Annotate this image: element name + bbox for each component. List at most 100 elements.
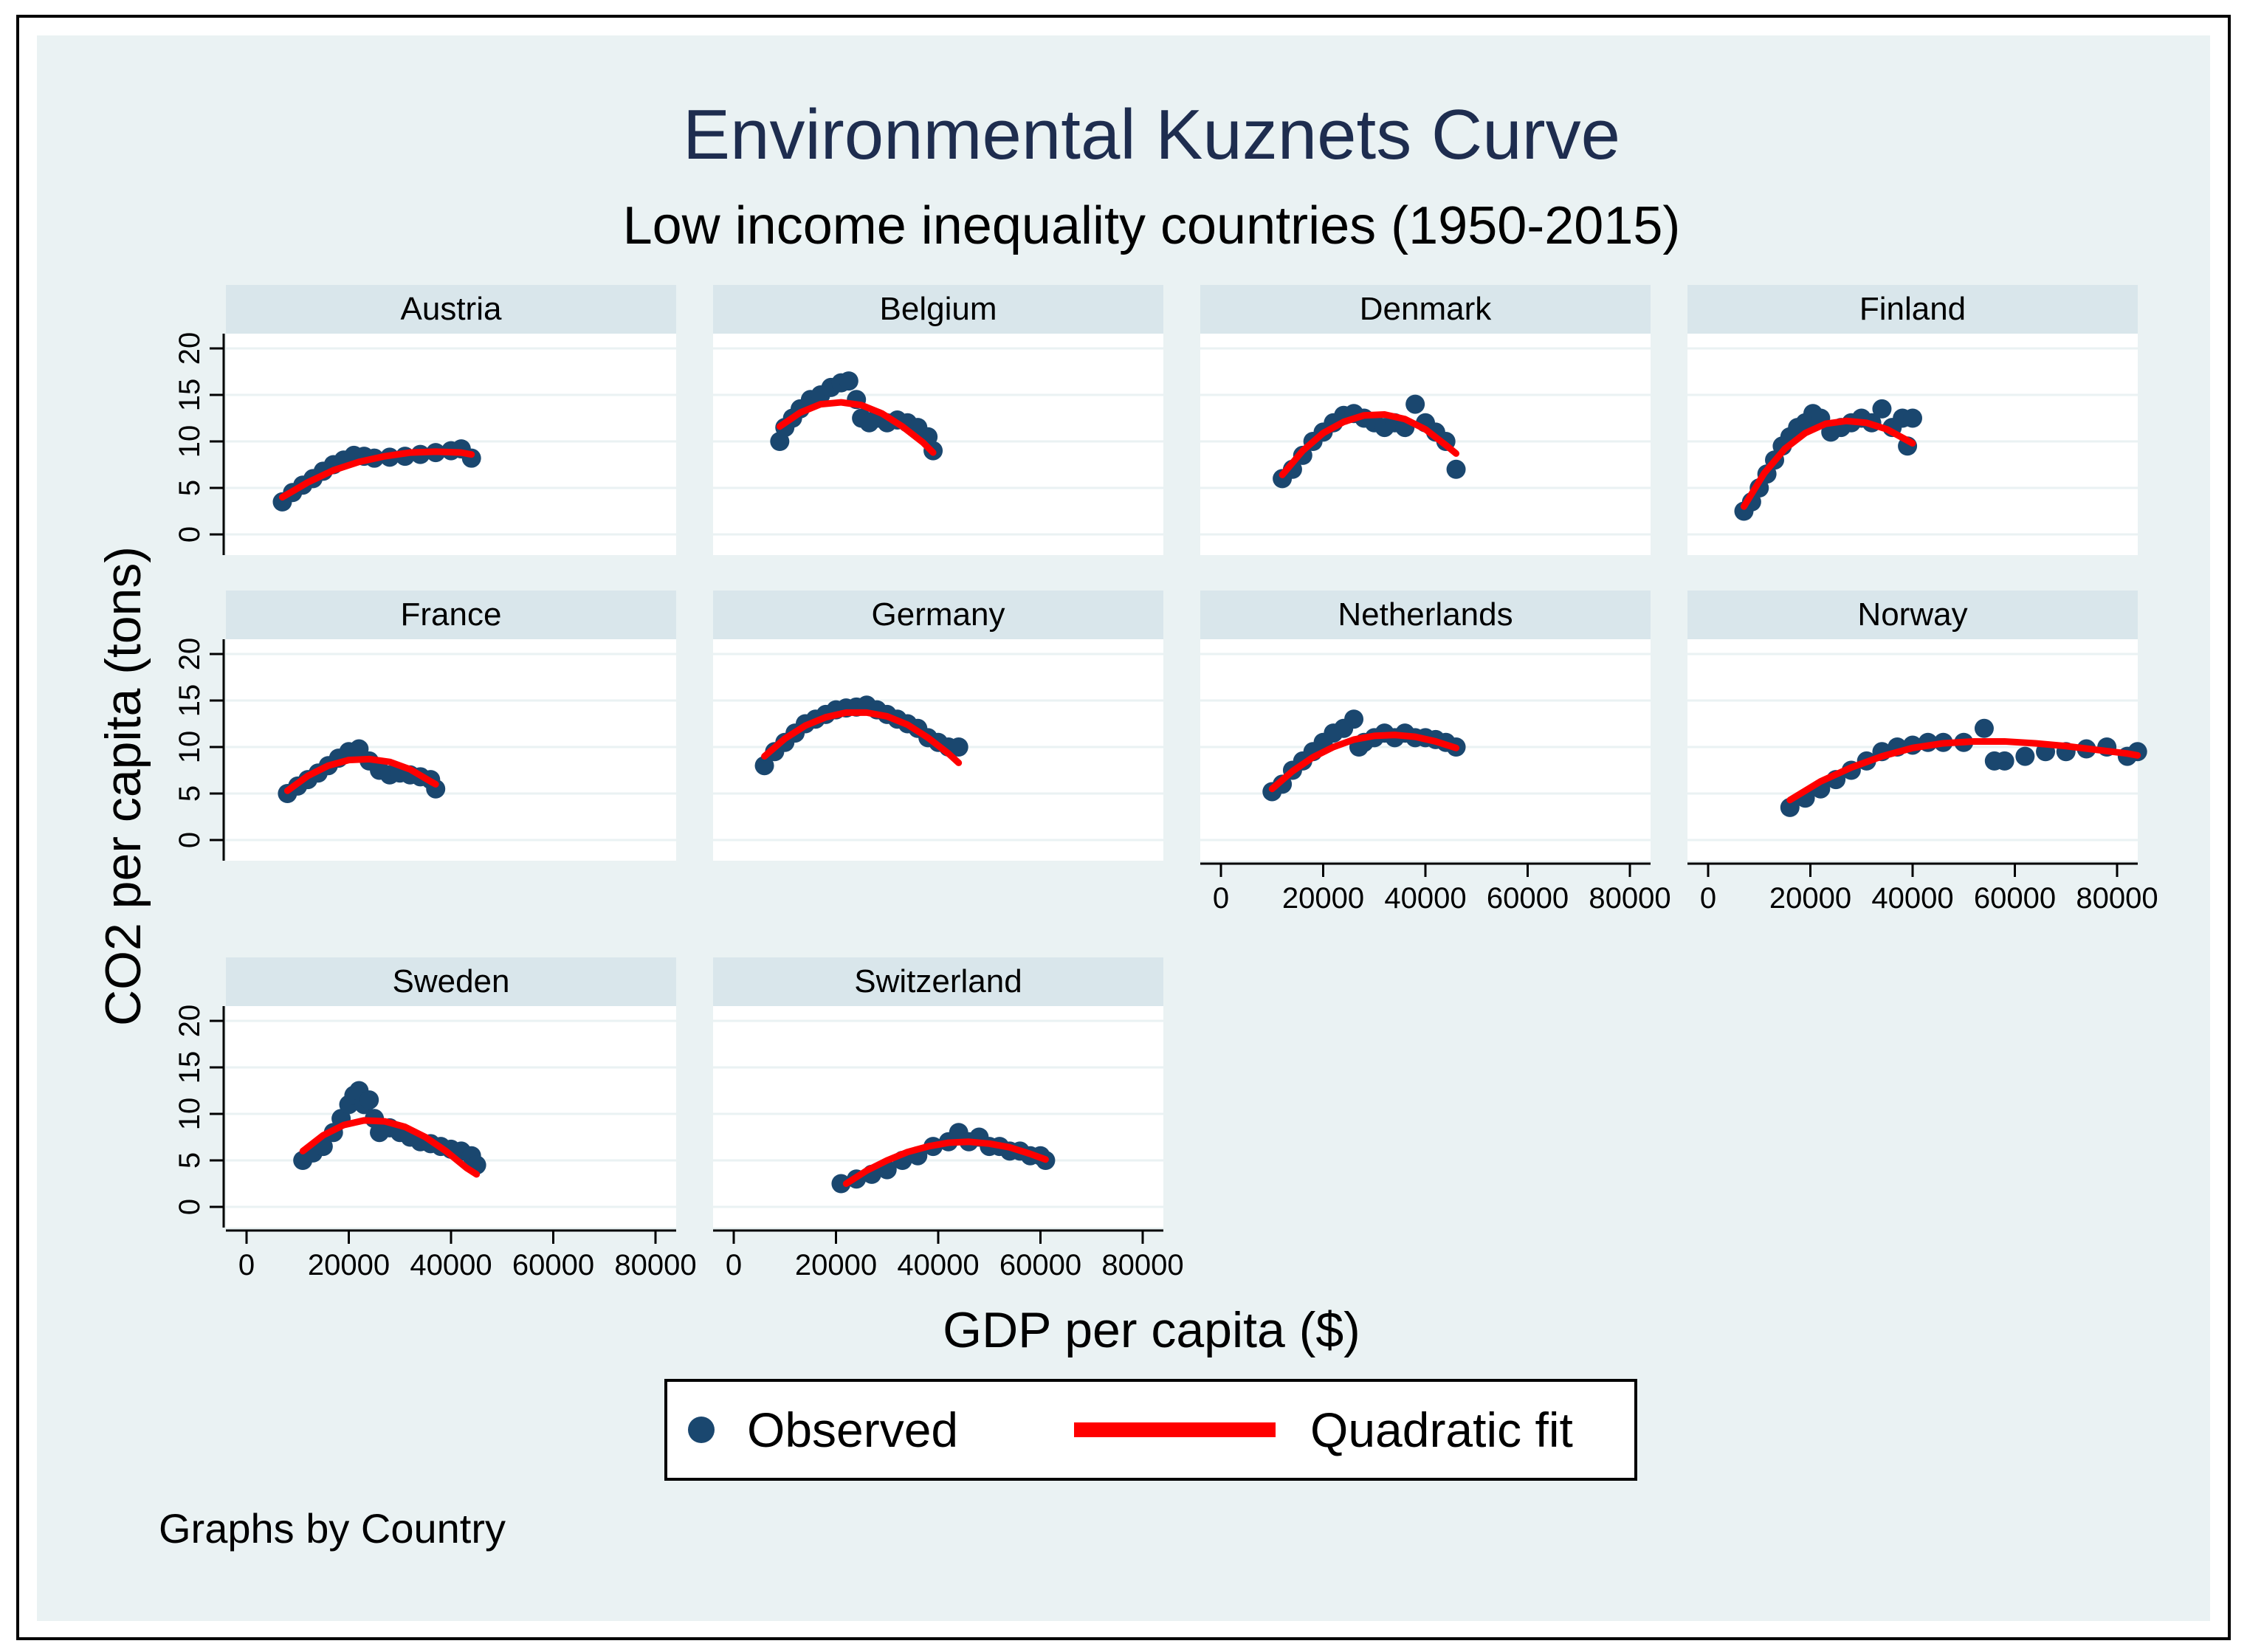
x-tick-label-switzerland-0: 0: [726, 1249, 742, 1281]
panel-title-norway: Norway: [1857, 596, 1967, 633]
y-tick-label-austria-0: 0: [173, 526, 206, 543]
x-axis-label: GDP per capita ($): [943, 1302, 1360, 1358]
panel-title-france: France: [401, 596, 502, 633]
fit-line-france: [283, 755, 439, 794]
panel-finland: Finland: [1687, 285, 2138, 555]
panel-belgium: Belgium: [713, 285, 1163, 555]
panel-header-switzerland: [713, 957, 1163, 1006]
panel-header-sweden: [226, 957, 676, 1006]
point-germany-19: [949, 737, 968, 757]
panel-denmark: Denmark: [1200, 285, 1651, 555]
y-tick-label-austria-20: 20: [173, 332, 206, 365]
panel-header-netherlands: [1200, 591, 1651, 639]
legend-observed-marker: [688, 1417, 715, 1443]
fit-line-denmark: [1279, 410, 1460, 478]
x-tick-label-norway-0: 0: [1700, 882, 1716, 915]
panel-title-denmark: Denmark: [1360, 291, 1492, 327]
point-sweden-9: [359, 1090, 379, 1110]
fit-line-austria: [278, 448, 475, 501]
point-norway-0: [1780, 797, 1800, 817]
x-tick-label-sweden-80000: 80000: [614, 1249, 696, 1281]
x-tick-label-netherlands-0: 0: [1213, 882, 1229, 915]
chart-subtitle: Low income inequality countries (1950-20…: [623, 196, 1681, 255]
panel-norway: Norway 0 20000 40000 60000 80000: [1687, 591, 2158, 915]
y-axis-label: CO2 per capita (tons): [95, 546, 151, 1026]
panel-switzerland: Switzerland 0 20000 40000 60000 80000: [713, 957, 1184, 1281]
panel-title-germany: Germany: [872, 596, 1005, 633]
point-finland-16: [1872, 399, 1892, 419]
y-tick-label-austria-15: 15: [173, 379, 206, 412]
x-tick-label-switzerland-80000: 80000: [1101, 1249, 1183, 1281]
panel-title-austria: Austria: [401, 291, 502, 327]
panel-title-switzerland: Switzerland: [854, 963, 1022, 999]
fit-line-norway: [1786, 737, 2141, 804]
x-tick-label-sweden-60000: 60000: [512, 1249, 594, 1281]
x-tick-label-netherlands-20000: 20000: [1282, 882, 1364, 915]
panel-france: France 0 5 10 15 20: [173, 591, 676, 861]
y-tick-label-austria-5: 5: [173, 480, 206, 496]
x-tick-label-switzerland-40000: 40000: [897, 1249, 979, 1281]
fit-line-switzerland: [842, 1138, 1049, 1187]
y-tick-label-sweden-10: 10: [173, 1098, 206, 1131]
plot-area-denmark: [1200, 334, 1651, 555]
x-tick-label-netherlands-80000: 80000: [1589, 882, 1670, 915]
point-finland-20: [1903, 408, 1922, 428]
fit-line-sweden: [299, 1117, 481, 1178]
panel-title-netherlands: Netherlands: [1338, 596, 1513, 633]
x-tick-label-netherlands-60000: 60000: [1487, 882, 1569, 915]
panels-group: Austria 0 5 10 15 20 Belgium Denmark Finland Fran…: [173, 285, 2158, 1281]
panel-germany: Germany: [713, 591, 1163, 861]
y-tick-label-sweden-5: 5: [173, 1152, 206, 1169]
point-switzerland-0: [831, 1174, 851, 1194]
x-tick-label-sweden-20000: 20000: [308, 1249, 390, 1281]
panel-title-belgium: Belgium: [880, 291, 997, 327]
chart-title: Environmental Kuznets Curve: [683, 95, 1620, 174]
panel-header-denmark: [1200, 285, 1651, 334]
panel-header-finland: [1687, 285, 2138, 334]
y-tick-label-sweden-0: 0: [173, 1199, 206, 1215]
y-tick-label-sweden-15: 15: [173, 1051, 206, 1084]
point-norway-14: [1995, 751, 2014, 771]
plot-area-france: [226, 639, 676, 861]
plot-area-netherlands: [1200, 639, 1651, 861]
chart-note: Graphs by Country: [159, 1505, 506, 1552]
panel-sweden: Sweden 0 5 10 15 20 0 20000 40000 60000 80000: [173, 957, 697, 1281]
legend-observed-label: Observed: [747, 1403, 958, 1457]
x-tick-label-norway-60000: 60000: [1974, 882, 2056, 915]
fit-line-belgium: [776, 399, 937, 456]
plot-area-sweden: [226, 1006, 676, 1228]
x-tick-label-sweden-0: 0: [238, 1249, 255, 1281]
y-tick-label-sweden-20: 20: [173, 1005, 206, 1038]
y-tick-label-france-10: 10: [173, 731, 206, 764]
y-tick-label-france-5: 5: [173, 785, 206, 802]
panel-netherlands: Netherlands 0 20000 40000 60000 80000: [1200, 591, 1671, 915]
legend: Observed Quadratic fit: [664, 1379, 1637, 1481]
x-tick-label-norway-80000: 80000: [2076, 882, 2158, 915]
legend-fit-label: Quadratic fit: [1310, 1403, 1573, 1457]
y-tick-label-austria-10: 10: [173, 425, 206, 458]
x-tick-label-norway-20000: 20000: [1769, 882, 1851, 915]
panel-title-finland: Finland: [1859, 291, 1966, 327]
panel-title-sweden: Sweden: [392, 963, 509, 999]
x-tick-label-switzerland-20000: 20000: [795, 1249, 877, 1281]
panel-header-france: [226, 591, 676, 639]
fit-line-netherlands: [1268, 732, 1460, 793]
point-denmark-17: [1446, 459, 1466, 479]
x-tick-label-norway-40000: 40000: [1871, 882, 1953, 915]
x-tick-label-switzerland-60000: 60000: [999, 1249, 1081, 1281]
x-tick-label-netherlands-40000: 40000: [1384, 882, 1466, 915]
panel-austria: Austria 0 5 10 15 20: [173, 285, 676, 555]
panel-header-germany: [713, 591, 1163, 639]
y-tick-label-france-20: 20: [173, 638, 206, 671]
fit-line-germany: [761, 709, 963, 766]
point-norway-15: [2015, 746, 2035, 766]
point-germany-0: [754, 756, 774, 776]
panel-header-belgium: [713, 285, 1163, 334]
point-norway-12: [1974, 718, 1994, 738]
fit-line-finland: [1740, 417, 1916, 510]
point-belgium-8: [839, 371, 858, 391]
y-tick-label-france-0: 0: [173, 832, 206, 848]
plot-area-switzerland: [713, 1006, 1163, 1228]
x-tick-label-sweden-40000: 40000: [410, 1249, 492, 1281]
